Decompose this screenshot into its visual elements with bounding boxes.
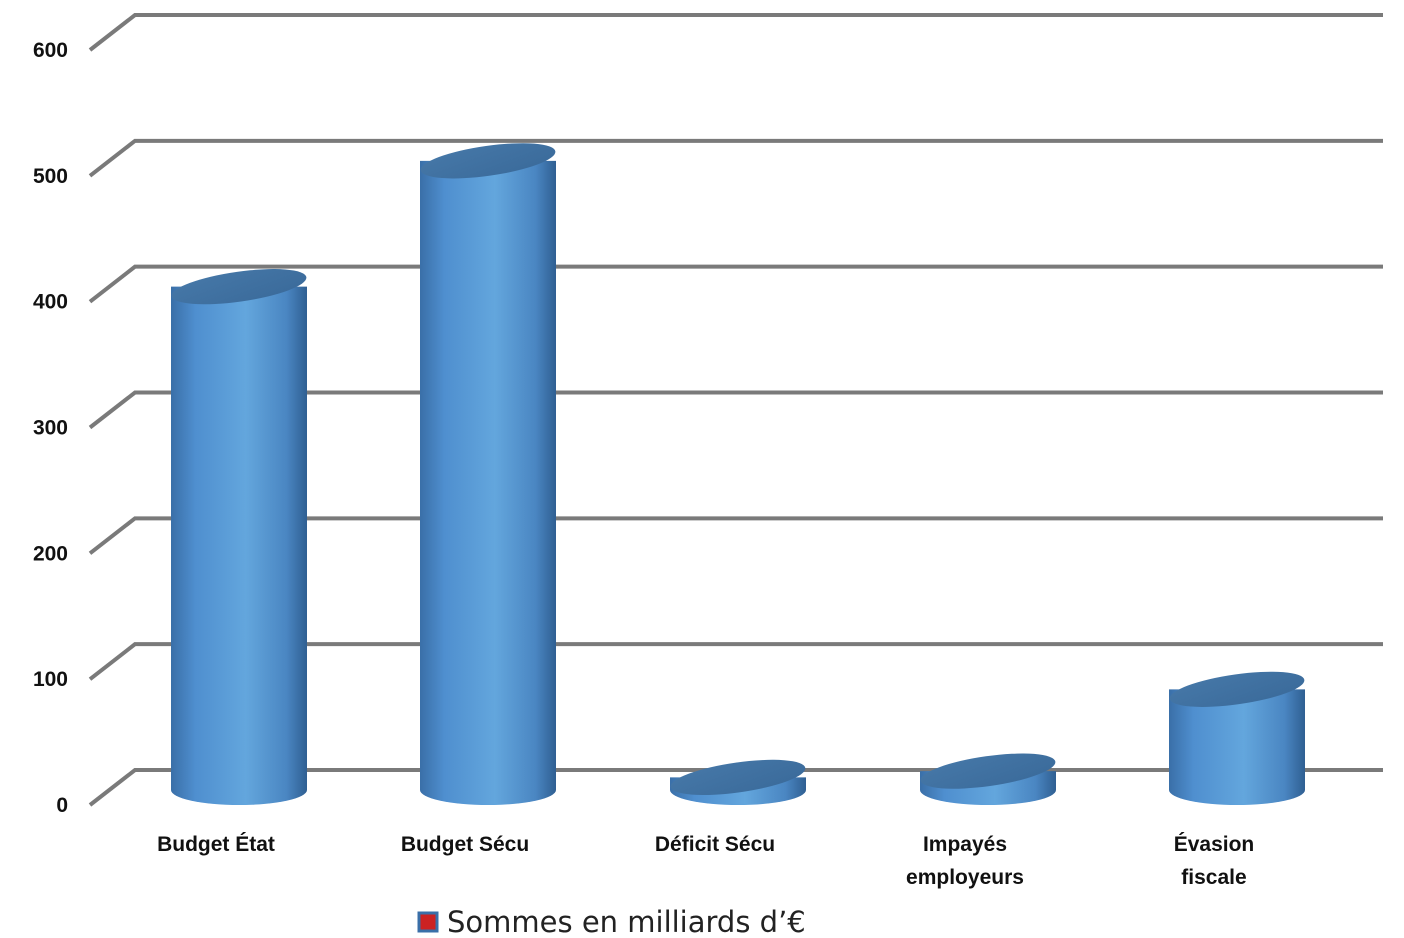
x-tick-label: Impayés employeurs <box>906 833 1024 889</box>
legend-swatch <box>417 911 439 933</box>
gridline <box>88 516 1383 555</box>
gridline <box>88 13 1383 52</box>
x-tick-label: Budget Sécu <box>401 833 529 856</box>
legend: Sommes en milliards d’€ <box>417 905 806 938</box>
bar-body <box>1169 689 1305 805</box>
gridline <box>88 390 1383 430</box>
grid-lines <box>88 13 1383 807</box>
bars <box>171 143 1305 806</box>
bar <box>420 143 556 806</box>
bar-top <box>171 269 307 305</box>
y-axis-ticks: 0 100 200 300 400 500 600 <box>33 39 68 817</box>
x-tick-label: Évasion fiscale <box>1174 833 1255 889</box>
gridline <box>88 642 1383 681</box>
gridline <box>88 138 1383 178</box>
y-tick-label: 0 <box>56 794 68 817</box>
y-tick-label: 400 <box>33 291 68 314</box>
x-axis-labels: Budget État Budget Sécu Déficit Sécu Impayé… <box>157 833 1254 889</box>
bar <box>670 759 806 805</box>
bar <box>1169 671 1305 805</box>
x-tick-label: Budget État <box>157 833 275 856</box>
y-tick-label: 600 <box>33 39 68 62</box>
legend-label: Sommes en milliards d’€ <box>447 905 806 938</box>
bar-top <box>920 753 1056 789</box>
bar-top <box>670 759 806 796</box>
y-tick-label: 500 <box>33 165 68 188</box>
bar-body <box>171 286 307 806</box>
y-tick-label: 200 <box>33 542 68 565</box>
y-tick-label: 300 <box>33 417 68 440</box>
bar-top <box>420 143 556 179</box>
bar-body <box>420 160 556 806</box>
bar <box>171 269 307 806</box>
y-tick-label: 100 <box>33 668 68 691</box>
gridline <box>88 264 1383 304</box>
x-tick-label: Déficit Sécu <box>655 833 775 856</box>
bar-top <box>1169 671 1305 707</box>
bar <box>920 753 1056 805</box>
